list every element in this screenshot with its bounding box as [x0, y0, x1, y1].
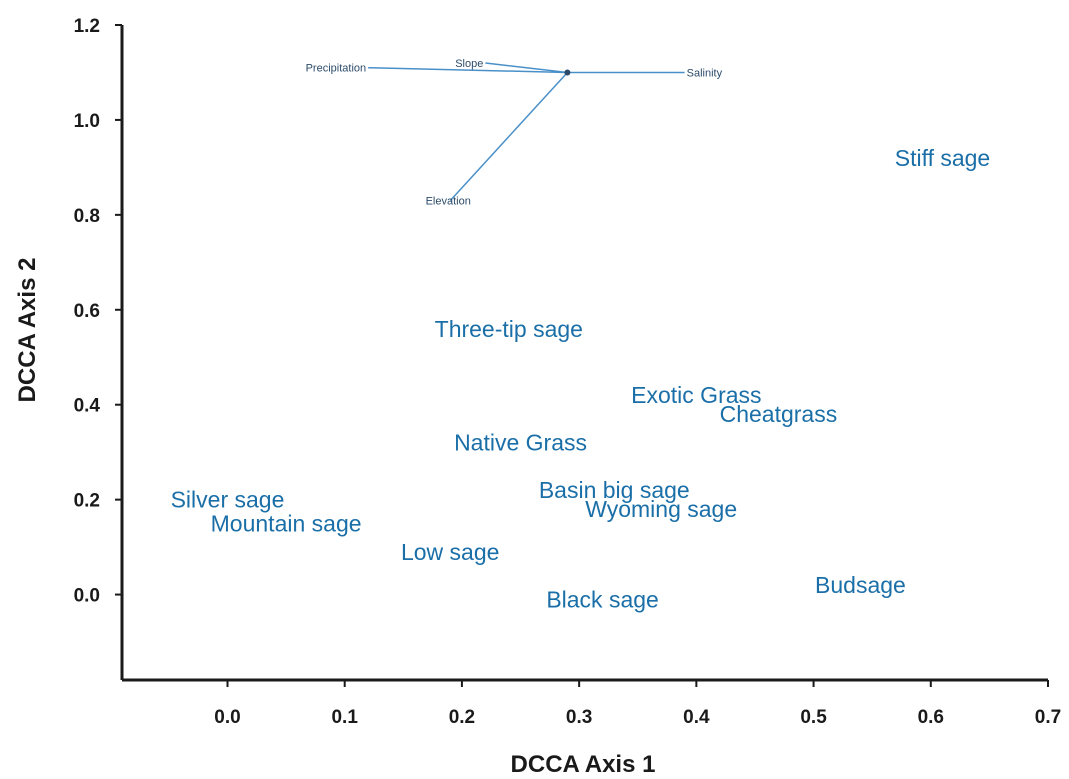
species-label: Silver sage [171, 487, 285, 513]
species-label: Basin big sage [539, 477, 690, 503]
y-tick-label: 0.2 [74, 491, 100, 512]
species-labels: Stiff sage Three-tip sage Exotic GrassChea… [171, 145, 991, 612]
x-tick-label: 0.1 [331, 707, 358, 728]
x-tick-label: 0.0 [214, 707, 240, 728]
x-tick-label: 0.5 [800, 707, 827, 728]
y-tick-label: 0.8 [74, 206, 100, 227]
species-label: Native Grass [454, 430, 587, 456]
env-vector-line [449, 71, 568, 202]
species-label: Stiff sage [895, 145, 990, 171]
env-vector-line [485, 62, 568, 74]
env-vector-label: Precipitation [306, 63, 367, 75]
env-vector-label: Salinity [687, 67, 723, 79]
species-label: Black sage [546, 586, 659, 612]
y-tick-label: 0.6 [74, 301, 100, 322]
y-tick-label: 1.0 [74, 111, 100, 132]
x-tick-label: 0.6 [918, 707, 944, 728]
env-vector-line [368, 66, 568, 74]
species-label: Wyoming sage [585, 496, 737, 522]
x-tick-label: 0.4 [683, 707, 710, 728]
species-label: Exotic Grass [631, 382, 761, 408]
env-vector-label: Elevation [426, 196, 471, 208]
x-axis-title: DCCA Axis 1 [511, 751, 656, 778]
axes: 0.0 0.1 0.2 0.3 0.4 0.5 0.6 0.7 0.0 0.2 0.4 0.6 0.8 1… [74, 16, 1062, 728]
species-label: Low sage [401, 539, 499, 565]
species-label: Budsage [815, 572, 906, 598]
environment-vectors: Precipitation Slope Salinity Elevation [306, 58, 723, 208]
species-label: Mountain sage [211, 510, 362, 536]
y-axis-title: DCCA Axis 2 [14, 258, 41, 403]
y-tick-label: 0.0 [74, 586, 100, 607]
species-label: Three-tip sage [435, 316, 583, 342]
y-tick-label: 0.4 [74, 396, 101, 417]
x-tick-label: 0.7 [1035, 707, 1061, 728]
x-tick-label: 0.3 [566, 707, 592, 728]
species-label: Cheatgrass [720, 401, 838, 427]
env-vector-origin [564, 69, 571, 76]
x-tick-label: 0.2 [449, 707, 475, 728]
y-tick-label: 1.2 [74, 16, 100, 37]
env-vector-label: Slope [455, 58, 483, 70]
